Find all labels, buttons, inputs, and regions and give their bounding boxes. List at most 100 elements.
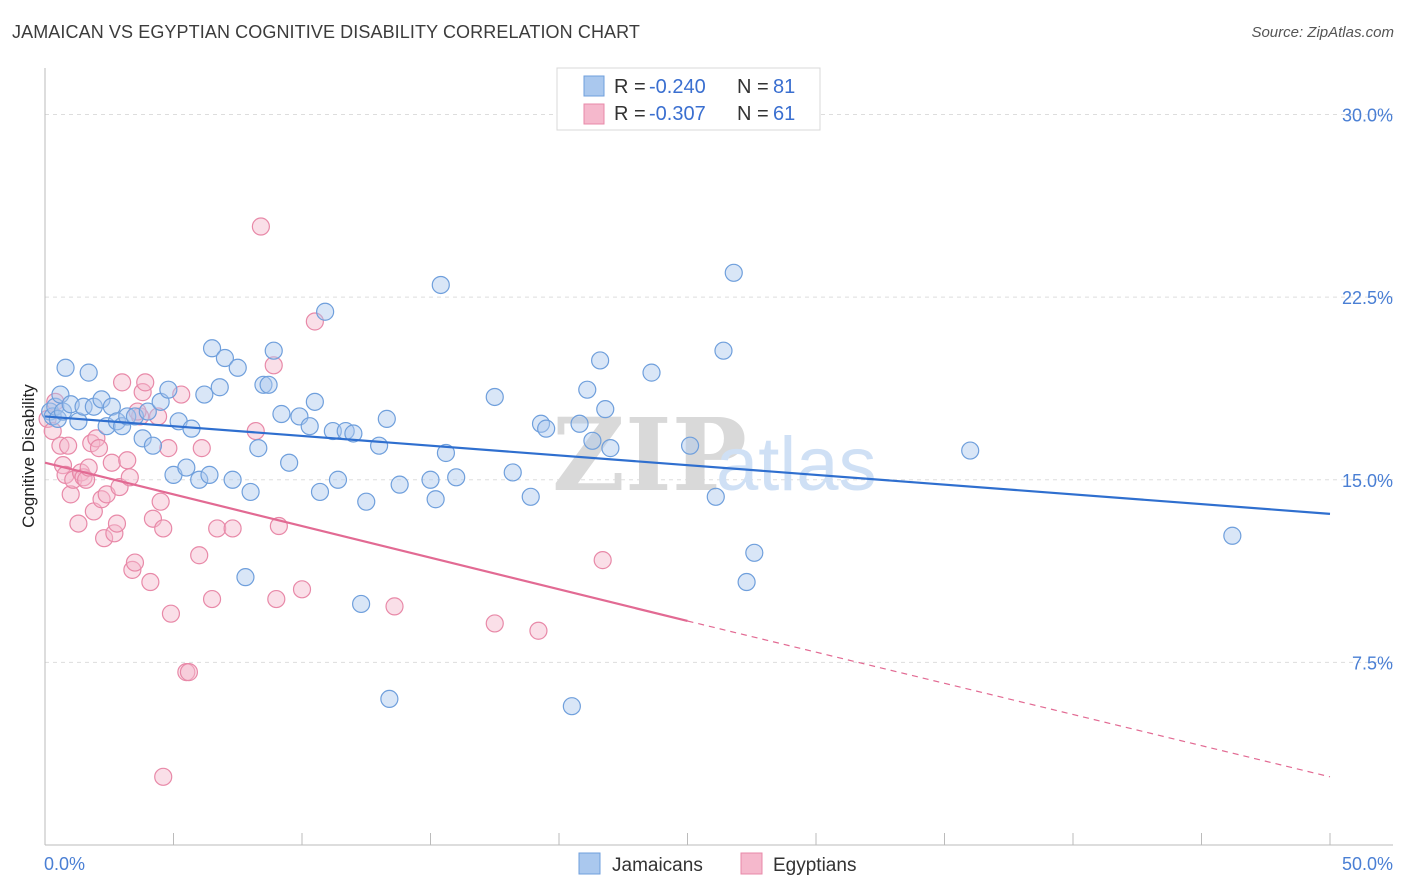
legend-r-label-1: R = [614, 76, 646, 98]
jamaican-point [236, 568, 255, 587]
legend-r-value-1: -0.240 [649, 76, 706, 98]
watermark-zip: ZIP [552, 396, 747, 514]
egyptian-point [202, 589, 222, 609]
jamaican-point [241, 482, 260, 502]
jamaican-point [961, 441, 980, 460]
jamaican-point [485, 387, 504, 407]
egyptian-point [123, 560, 142, 579]
egyptian-point [159, 439, 178, 458]
egyptian-point [112, 373, 132, 392]
legend-swatch-jamaicans [583, 75, 605, 97]
jamaican-point [249, 439, 268, 458]
egyptian-point [141, 572, 160, 592]
jamaican-point [259, 375, 278, 394]
jamaican-point [56, 358, 75, 377]
jamaican-point [562, 697, 581, 716]
jamaican-trend-line [44, 415, 1331, 515]
jamaican-point [724, 263, 743, 282]
y-tick-label: 7.5% [1352, 653, 1393, 673]
egyptian-point [136, 373, 155, 392]
jamaican-point [159, 380, 178, 399]
jamaican-point [53, 402, 73, 421]
jamaican-point [200, 465, 219, 484]
watermark-atlas: atlas [716, 422, 877, 507]
jamaican-point [177, 458, 196, 477]
egyptian-point [118, 451, 137, 470]
egyptian-point [190, 546, 209, 565]
egyptian-point [125, 553, 145, 572]
y-tick-label: 30.0% [1342, 106, 1393, 126]
jamaican-point [737, 572, 756, 592]
jamaican-point [380, 689, 399, 709]
egyptian-point [385, 597, 404, 616]
source-label: Source: ZipAtlas.com [1251, 24, 1394, 41]
jamaican-point [272, 404, 291, 424]
egyptian-point [264, 356, 283, 375]
jamaican-point [223, 470, 242, 489]
bottom-legend-egyptians: Egyptians [773, 855, 856, 876]
legend-n-label-1: N = [737, 76, 769, 98]
jamaican-point [280, 453, 299, 472]
jamaican-point [118, 407, 137, 426]
y-tick-labels: 7.5% 15.0% 22.5% 30.0% [1342, 106, 1393, 674]
egyptian-point [208, 519, 227, 538]
jamaican-point [305, 392, 324, 411]
bottom-legend-swatch-egyptians [740, 852, 763, 875]
egyptian-point [154, 519, 173, 538]
jamaican-point [143, 436, 163, 455]
legend-r-value-2: -0.307 [649, 103, 706, 125]
egyptian-point [223, 519, 242, 538]
egyptian-point [151, 492, 170, 511]
egyptian-point [292, 580, 312, 599]
jamaican-point [79, 363, 98, 382]
egyptian-points [38, 217, 612, 786]
jamaican-point [680, 436, 700, 455]
jamaican-point [92, 390, 111, 409]
x-tick-label: 0.0% [44, 854, 85, 874]
jamaican-point [300, 417, 319, 436]
egyptian-trend-line [44, 461, 688, 623]
egyptian-point [154, 767, 173, 786]
egyptian-point [529, 621, 548, 640]
jamaican-point [310, 482, 330, 502]
bottom-legend-jamaicans: Jamaicans [612, 855, 703, 876]
gridlines [45, 114, 1393, 663]
jamaican-point [74, 397, 93, 416]
legend-n-value-1: 81 [773, 76, 795, 98]
y-axis-label: Cognitive Disability [19, 384, 38, 528]
jamaican-point [377, 409, 396, 428]
jamaican-point [215, 348, 234, 368]
egyptian-point [179, 663, 199, 682]
x-tick-labels: 0.0% 50.0% [44, 854, 1393, 874]
egyptian-point [593, 551, 612, 570]
egyptian-point [89, 439, 109, 458]
jamaican-point [228, 358, 247, 377]
jamaican-point [138, 402, 157, 421]
egyptian-point [128, 402, 147, 421]
bottom-legend-swatch-jamaicans [578, 852, 601, 875]
jamaican-point [706, 487, 725, 506]
jamaican-point [264, 341, 283, 360]
legend-r-label-2: R = [614, 103, 646, 125]
jamaican-point [591, 351, 610, 370]
series-legend: Jamaicans Egyptians [578, 852, 856, 876]
jamaican-point [210, 378, 229, 397]
jamaican-point [714, 341, 733, 360]
jamaican-point [503, 463, 522, 482]
axes [44, 68, 1393, 846]
egyptian-point [95, 529, 114, 548]
jamaican-point [583, 431, 602, 450]
egyptian-point [59, 436, 78, 455]
jamaican-point [344, 424, 363, 443]
jamaican-point [578, 380, 597, 399]
chart-title: JAMAICAN VS EGYPTIAN COGNITIVE DISABILIT… [12, 22, 641, 42]
jamaican-point [323, 421, 342, 441]
egyptian-point [51, 436, 70, 455]
egyptian-point [267, 589, 286, 609]
y-tick-label: 22.5% [1342, 288, 1393, 308]
jamaican-point [254, 375, 273, 394]
jamaican-point [352, 594, 371, 614]
trend-lines [44, 415, 1331, 778]
jamaican-point [328, 470, 348, 489]
